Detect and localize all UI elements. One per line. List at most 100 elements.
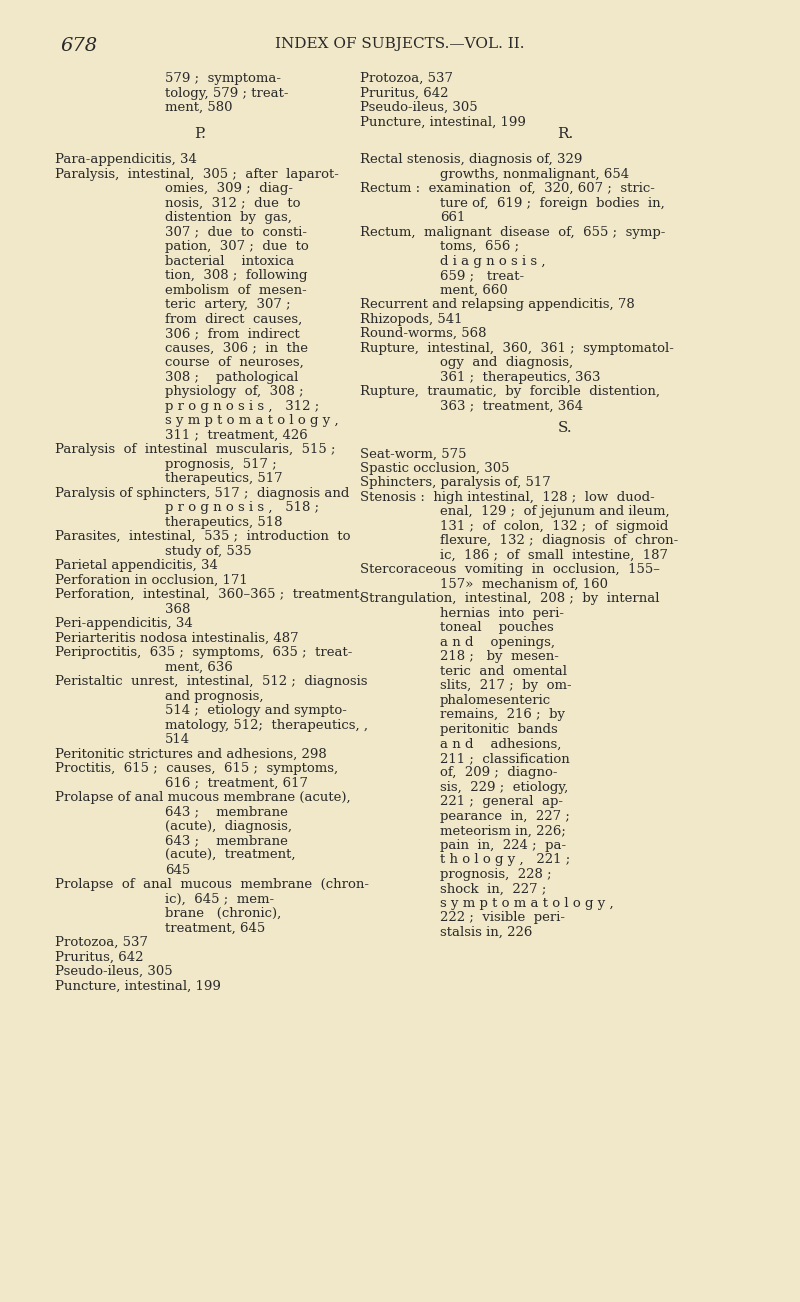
Text: Rectum :  examination  of,  320, 607 ;  stric-: Rectum : examination of, 320, 607 ; stri… bbox=[360, 182, 655, 195]
Text: slits,  217 ;  by  om-: slits, 217 ; by om- bbox=[440, 680, 572, 693]
Text: ment, 660: ment, 660 bbox=[440, 284, 508, 297]
Text: 307 ;  due  to  consti-: 307 ; due to consti- bbox=[165, 225, 307, 238]
Text: Prolapse of anal mucous membrane (acute),: Prolapse of anal mucous membrane (acute)… bbox=[55, 792, 350, 805]
Text: Periproctitis,  635 ;  symptoms,  635 ;  treat-: Periproctitis, 635 ; symptoms, 635 ; tre… bbox=[55, 646, 352, 659]
Text: remains,  216 ;  by: remains, 216 ; by bbox=[440, 708, 565, 721]
Text: Peri-appendicitis, 34: Peri-appendicitis, 34 bbox=[55, 617, 193, 630]
Text: teric  artery,  307 ;: teric artery, 307 ; bbox=[165, 298, 290, 311]
Text: 514: 514 bbox=[165, 733, 190, 746]
Text: nosis,  312 ;  due  to: nosis, 312 ; due to bbox=[165, 197, 301, 210]
Text: (acute),  diagnosis,: (acute), diagnosis, bbox=[165, 820, 292, 833]
Text: Pseudo-ileus, 305: Pseudo-ileus, 305 bbox=[55, 965, 173, 978]
Text: ment, 580: ment, 580 bbox=[165, 102, 233, 115]
Text: and prognosis,: and prognosis, bbox=[165, 690, 263, 703]
Text: Paralysis  of  intestinal  muscularis,  515 ;: Paralysis of intestinal muscularis, 515 … bbox=[55, 443, 335, 456]
Text: Paralysis,  intestinal,  305 ;  after  laparot-: Paralysis, intestinal, 305 ; after lapar… bbox=[55, 168, 339, 181]
Text: 645: 645 bbox=[165, 863, 190, 876]
Text: Para-appendicitis, 34: Para-appendicitis, 34 bbox=[55, 154, 197, 167]
Text: 306 ;  from  indirect: 306 ; from indirect bbox=[165, 327, 300, 340]
Text: p r o g n o s i s ,   518 ;: p r o g n o s i s , 518 ; bbox=[165, 501, 319, 514]
Text: 308 ;    pathological: 308 ; pathological bbox=[165, 371, 298, 384]
Text: Perforation in occlusion, 171: Perforation in occlusion, 171 bbox=[55, 574, 248, 587]
Text: 643 ;    membrane: 643 ; membrane bbox=[165, 806, 288, 819]
Text: 221 ;  general  ap-: 221 ; general ap- bbox=[440, 796, 563, 809]
Text: peritonitic  bands: peritonitic bands bbox=[440, 723, 558, 736]
Text: treatment, 645: treatment, 645 bbox=[165, 922, 266, 935]
Text: Pruritus, 642: Pruritus, 642 bbox=[360, 86, 449, 99]
Text: Seat-worm, 575: Seat-worm, 575 bbox=[360, 448, 466, 461]
Text: Sphincters, paralysis of, 517: Sphincters, paralysis of, 517 bbox=[360, 477, 550, 490]
Text: brane   (chronic),: brane (chronic), bbox=[165, 907, 282, 921]
Text: prognosis,  228 ;: prognosis, 228 ; bbox=[440, 868, 552, 881]
Text: 363 ;  treatment, 364: 363 ; treatment, 364 bbox=[440, 400, 583, 413]
Text: sis,  229 ;  etiology,: sis, 229 ; etiology, bbox=[440, 781, 568, 794]
Text: enal,  129 ;  of jejunum and ileum,: enal, 129 ; of jejunum and ileum, bbox=[440, 505, 670, 518]
Text: Rectal stenosis, diagnosis of, 329: Rectal stenosis, diagnosis of, 329 bbox=[360, 154, 582, 167]
Text: shock  in,  227 ;: shock in, 227 ; bbox=[440, 883, 546, 896]
Text: Recurrent and relapsing appendicitis, 78: Recurrent and relapsing appendicitis, 78 bbox=[360, 298, 634, 311]
Text: study of, 535: study of, 535 bbox=[165, 544, 252, 557]
Text: meteorism in, 226;: meteorism in, 226; bbox=[440, 824, 566, 837]
Text: Pseudo-ileus, 305: Pseudo-ileus, 305 bbox=[360, 102, 478, 115]
Text: bacterial    intoxica: bacterial intoxica bbox=[165, 255, 294, 268]
Text: Periarteritis nodosa intestinalis, 487: Periarteritis nodosa intestinalis, 487 bbox=[55, 631, 298, 644]
Text: 131 ;  of  colon,  132 ;  of  sigmoid: 131 ; of colon, 132 ; of sigmoid bbox=[440, 519, 668, 533]
Text: therapeutics, 518: therapeutics, 518 bbox=[165, 516, 282, 529]
Text: Stenosis :  high intestinal,  128 ;  low  duod-: Stenosis : high intestinal, 128 ; low du… bbox=[360, 491, 654, 504]
Text: therapeutics, 517: therapeutics, 517 bbox=[165, 473, 282, 486]
Text: Parasites,  intestinal,  535 ;  introduction  to: Parasites, intestinal, 535 ; introductio… bbox=[55, 530, 350, 543]
Text: 368: 368 bbox=[165, 603, 190, 616]
Text: toneal    pouches: toneal pouches bbox=[440, 621, 554, 634]
Text: Protozoa, 537: Protozoa, 537 bbox=[360, 72, 453, 85]
Text: omies,  309 ;  diag-: omies, 309 ; diag- bbox=[165, 182, 293, 195]
Text: growths, nonmalignant, 654: growths, nonmalignant, 654 bbox=[440, 168, 629, 181]
Text: 218 ;   by  mesen-: 218 ; by mesen- bbox=[440, 651, 559, 664]
Text: embolism  of  mesen-: embolism of mesen- bbox=[165, 284, 306, 297]
Text: ogy  and  diagnosis,: ogy and diagnosis, bbox=[440, 357, 573, 368]
Text: 222 ;  visible  peri-: 222 ; visible peri- bbox=[440, 911, 565, 924]
Text: p r o g n o s i s ,   312 ;: p r o g n o s i s , 312 ; bbox=[165, 400, 319, 413]
Text: flexure,  132 ;  diagnosis  of  chron-: flexure, 132 ; diagnosis of chron- bbox=[440, 534, 678, 547]
Text: tology, 579 ; treat-: tology, 579 ; treat- bbox=[165, 86, 289, 99]
Text: (acute),  treatment,: (acute), treatment, bbox=[165, 849, 295, 862]
Text: Peritonitic strictures and adhesions, 298: Peritonitic strictures and adhesions, 29… bbox=[55, 747, 326, 760]
Text: 661: 661 bbox=[440, 211, 466, 224]
Text: pain  in,  224 ;  pa-: pain in, 224 ; pa- bbox=[440, 838, 566, 852]
Text: prognosis,  517 ;: prognosis, 517 ; bbox=[165, 457, 277, 470]
Text: 311 ;  treatment, 426: 311 ; treatment, 426 bbox=[165, 428, 308, 441]
Text: physiology  of,  308 ;: physiology of, 308 ; bbox=[165, 385, 304, 398]
Text: distention  by  gas,: distention by gas, bbox=[165, 211, 292, 224]
Text: s y m p t o m a t o l o g y ,: s y m p t o m a t o l o g y , bbox=[440, 897, 614, 910]
Text: of,  209 ;  diagno-: of, 209 ; diagno- bbox=[440, 767, 558, 780]
Text: 514 ;  etiology and sympto-: 514 ; etiology and sympto- bbox=[165, 704, 347, 717]
Text: Puncture, intestinal, 199: Puncture, intestinal, 199 bbox=[55, 979, 221, 992]
Text: Strangulation,  intestinal,  208 ;  by  internal: Strangulation, intestinal, 208 ; by inte… bbox=[360, 592, 659, 605]
Text: ic),  645 ;  mem-: ic), 645 ; mem- bbox=[165, 893, 274, 906]
Text: Puncture, intestinal, 199: Puncture, intestinal, 199 bbox=[360, 116, 526, 129]
Text: phalomesenteric: phalomesenteric bbox=[440, 694, 551, 707]
Text: pation,  307 ;  due  to: pation, 307 ; due to bbox=[165, 240, 309, 253]
Text: teric  and  omental: teric and omental bbox=[440, 665, 567, 678]
Text: course  of  neuroses,: course of neuroses, bbox=[165, 357, 304, 368]
Text: a n d    adhesions,: a n d adhesions, bbox=[440, 737, 562, 750]
Text: d i a g n o s i s ,: d i a g n o s i s , bbox=[440, 255, 546, 268]
Text: 616 ;  treatment, 617: 616 ; treatment, 617 bbox=[165, 776, 308, 789]
Text: tion,  308 ;  following: tion, 308 ; following bbox=[165, 270, 307, 283]
Text: Protozoa, 537: Protozoa, 537 bbox=[55, 936, 148, 949]
Text: ic,  186 ;  of  small  intestine,  187: ic, 186 ; of small intestine, 187 bbox=[440, 549, 668, 562]
Text: Parietal appendicitis, 34: Parietal appendicitis, 34 bbox=[55, 559, 218, 572]
Text: S.: S. bbox=[558, 422, 572, 435]
Text: 211 ;  classification: 211 ; classification bbox=[440, 753, 570, 766]
Text: Rupture,  intestinal,  360,  361 ;  symptomatol-: Rupture, intestinal, 360, 361 ; symptoma… bbox=[360, 341, 674, 354]
Text: Paralysis of sphincters, 517 ;  diagnosis and: Paralysis of sphincters, 517 ; diagnosis… bbox=[55, 487, 350, 500]
Text: Rectum,  malignant  disease  of,  655 ;  symp-: Rectum, malignant disease of, 655 ; symp… bbox=[360, 225, 666, 238]
Text: a n d    openings,: a n d openings, bbox=[440, 635, 555, 648]
Text: 659 ;   treat-: 659 ; treat- bbox=[440, 270, 524, 283]
Text: pearance  in,  227 ;: pearance in, 227 ; bbox=[440, 810, 570, 823]
Text: Rupture,  traumatic,  by  forcible  distention,: Rupture, traumatic, by forcible distenti… bbox=[360, 385, 660, 398]
Text: Stercoraceous  vomiting  in  occlusion,  155–: Stercoraceous vomiting in occlusion, 155… bbox=[360, 564, 660, 577]
Text: toms,  656 ;: toms, 656 ; bbox=[440, 240, 519, 253]
Text: R.: R. bbox=[557, 128, 573, 141]
Text: Spastic occlusion, 305: Spastic occlusion, 305 bbox=[360, 462, 510, 475]
Text: ment, 636: ment, 636 bbox=[165, 660, 233, 673]
